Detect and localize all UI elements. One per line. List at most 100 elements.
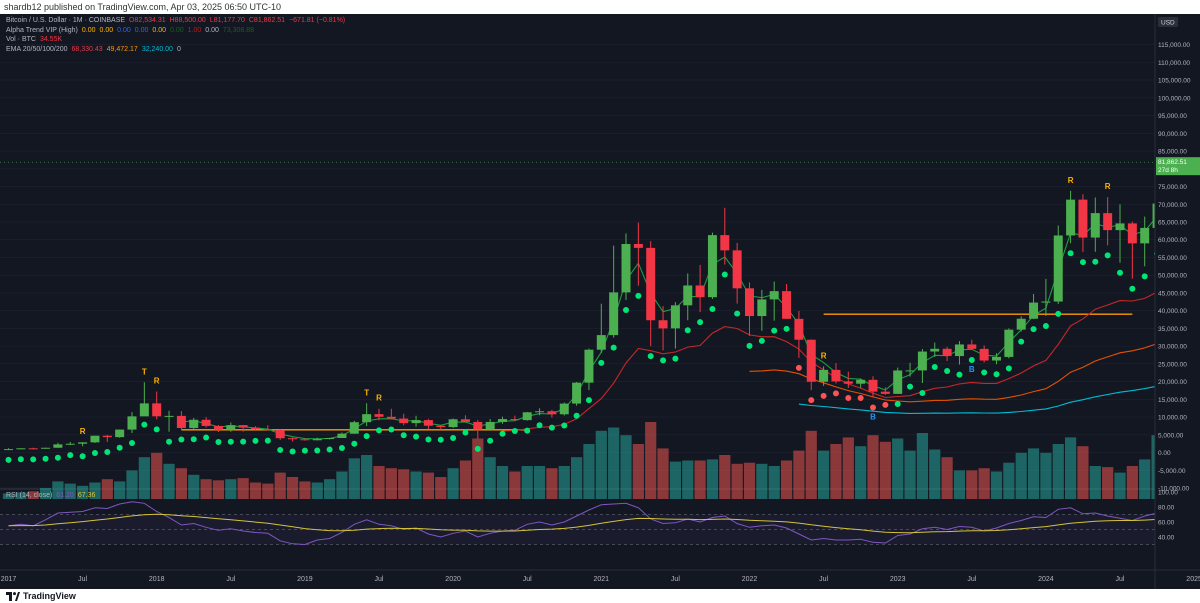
- volume-bar: [52, 481, 64, 499]
- candle-body: [670, 305, 680, 329]
- candle-body: [325, 437, 335, 440]
- candle-body: [584, 349, 594, 383]
- volume-bar: [1139, 459, 1151, 499]
- volume-bar: [2, 493, 15, 499]
- signal-label: R: [1068, 176, 1074, 185]
- candle: [707, 232, 717, 299]
- candle-body: [683, 285, 693, 306]
- price-tick-label: 35,000.00: [1158, 326, 1187, 333]
- trend-dot: [1067, 250, 1074, 257]
- trend-dot: [746, 342, 753, 349]
- time-tick-label: 2019: [297, 576, 313, 583]
- time-tick-label: 2024: [1038, 576, 1054, 583]
- ema100-line: [749, 312, 1200, 403]
- candle: [954, 341, 964, 365]
- price-tick-label: 100,000.00: [1158, 95, 1191, 102]
- trend-dot: [697, 319, 704, 326]
- candle-body: [547, 411, 557, 415]
- trend-dot: [1005, 365, 1012, 372]
- volume-bar: [558, 466, 570, 499]
- candle: [1041, 278, 1051, 316]
- candle: [745, 282, 754, 336]
- candle: [460, 415, 470, 423]
- candle: [300, 438, 310, 441]
- trend-dot: [623, 307, 629, 314]
- trend-dot: [203, 434, 210, 441]
- trend-dot: [376, 427, 382, 434]
- tradingview-logo[interactable]: TradingView: [6, 591, 76, 601]
- trend-dot: [956, 371, 963, 378]
- price-chart[interactable]: RTRTRRBBRRRTR115,000.00110,000.00105,000…: [0, 14, 1200, 589]
- candle: [547, 409, 557, 418]
- rsi-tick-label: 40.00: [1158, 535, 1175, 542]
- volume-bar: [398, 469, 410, 499]
- candle-body: [1140, 227, 1150, 244]
- trend-dot: [524, 427, 531, 434]
- trend-dot: [388, 426, 395, 433]
- candle-body: [152, 403, 162, 417]
- volume-bar: [361, 455, 373, 499]
- volume-bar: [867, 435, 879, 499]
- candle-body: [535, 411, 545, 413]
- trend-dot: [326, 446, 333, 453]
- time-tick-label: Jul: [671, 576, 680, 583]
- trend-dot: [721, 271, 728, 278]
- time-tick-label: 2022: [742, 576, 758, 583]
- publish-bar: shardb12 published on TradingView.com, A…: [0, 0, 1200, 14]
- candle-body: [115, 429, 125, 438]
- trend-dot: [462, 429, 469, 436]
- trend-dot: [585, 397, 592, 404]
- candle: [312, 437, 322, 441]
- volume-bar: [77, 485, 89, 499]
- volume-bar: [472, 438, 484, 499]
- volume-bar: [990, 471, 1003, 499]
- ema100-value: 32,240.00: [141, 45, 173, 53]
- trend-dot: [635, 292, 642, 299]
- trend-dot: [1079, 259, 1086, 266]
- currency-label: USD: [1161, 20, 1175, 27]
- trend-dot: [227, 438, 234, 445]
- trend-dot: [129, 439, 135, 446]
- candle-body: [720, 235, 730, 251]
- candle: [28, 447, 38, 450]
- price-axis-bg: [1155, 14, 1200, 589]
- trend-dot: [338, 445, 345, 452]
- candle: [226, 422, 236, 432]
- trend-dot: [981, 369, 988, 376]
- alpha-val: 0.00: [117, 26, 131, 34]
- volume-bar: [793, 450, 805, 499]
- volume-bar: [583, 444, 595, 499]
- candle-body: [1053, 235, 1063, 302]
- candle: [794, 311, 804, 358]
- candle: [473, 419, 483, 439]
- time-tick-label: Jul: [1116, 576, 1125, 583]
- candle: [201, 417, 211, 428]
- price-tick-label: 110,000.00: [1158, 60, 1190, 67]
- trend-dot: [919, 390, 926, 397]
- publish-info: shardb12 published on TradingView.com, A…: [4, 2, 282, 12]
- rsi-line: [8, 501, 1200, 546]
- volume-bar: [509, 471, 521, 499]
- time-tick-label: 2020: [445, 576, 461, 583]
- candle: [522, 411, 532, 421]
- trend-dot: [450, 435, 457, 442]
- candle-body: [806, 339, 816, 382]
- price-tick-label: 20,000.00: [1158, 379, 1187, 386]
- chart-area[interactable]: RTRTRRBBRRRTR115,000.00110,000.00105,000…: [0, 14, 1200, 589]
- candle: [609, 245, 619, 338]
- volume-bar: [188, 474, 200, 499]
- trend-dot: [190, 436, 197, 443]
- candle-body: [164, 415, 174, 417]
- candle: [1140, 216, 1150, 267]
- rsi-legend: RSI (14, close) 61.20 67.36: [6, 492, 95, 499]
- trend-dot: [67, 452, 74, 459]
- candle: [238, 424, 248, 432]
- candle-body: [843, 381, 853, 384]
- candle-body: [251, 427, 260, 430]
- volume-bar: [138, 457, 150, 499]
- low-value: L81,177.70: [209, 17, 245, 24]
- candle-body: [695, 285, 705, 298]
- candle-body: [732, 250, 742, 289]
- volume-bar: [756, 463, 768, 499]
- candle: [127, 412, 137, 433]
